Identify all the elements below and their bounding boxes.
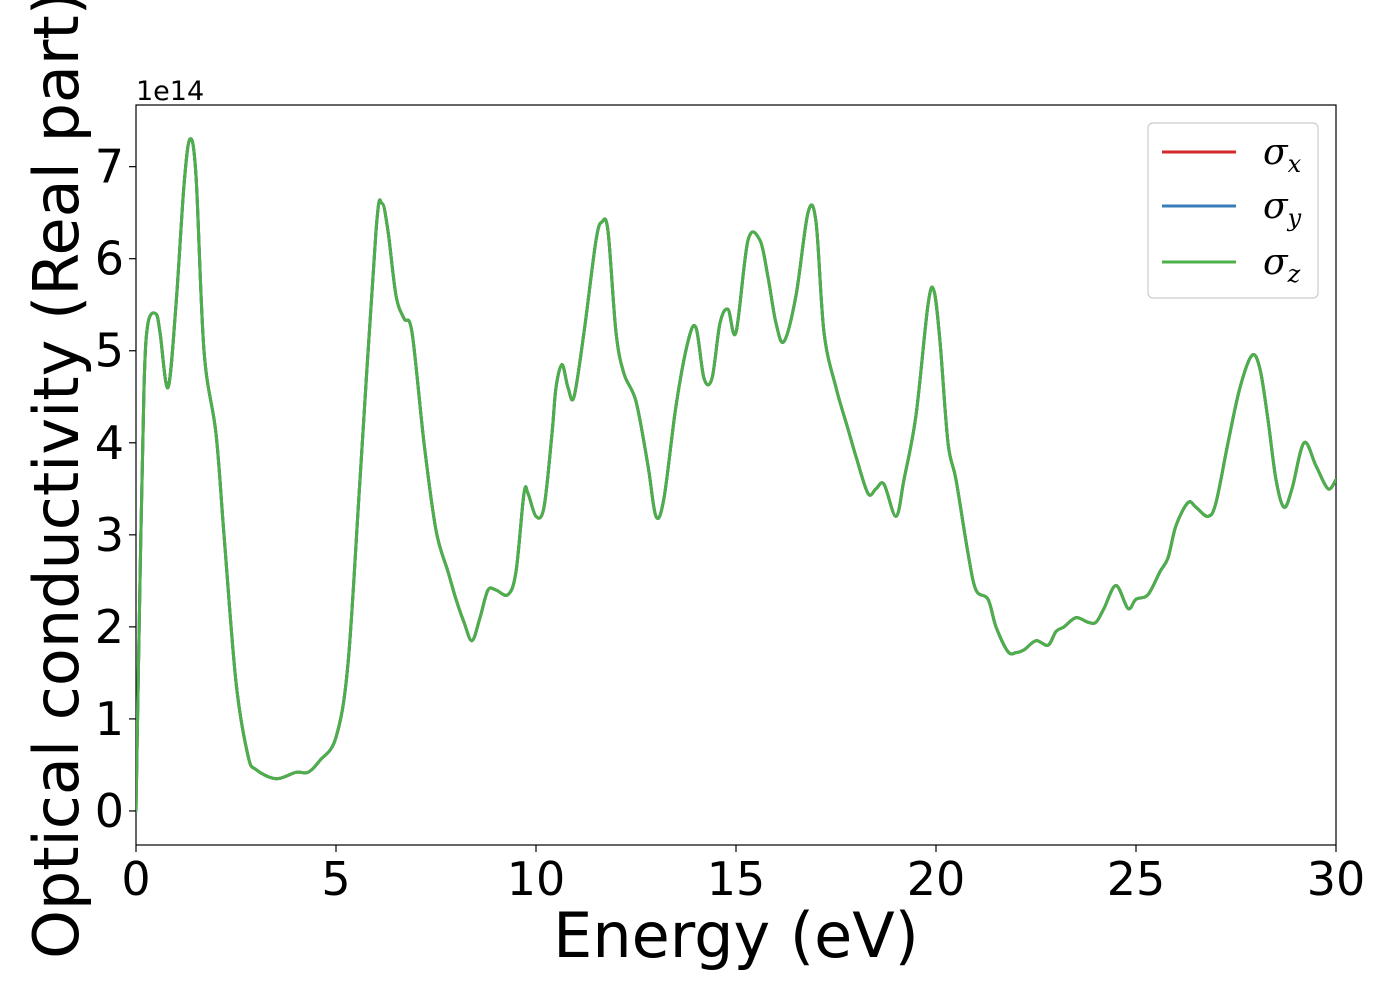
- y-tick-label: 6: [95, 232, 124, 286]
- y-tick-label: 4: [95, 416, 124, 470]
- legend: σx σy σz: [1147, 122, 1319, 299]
- legend-entries: σx σy σz: [1162, 132, 1302, 288]
- series-layer: [136, 137, 1336, 813]
- y-axis-label: Optical conductivity (Real part): [20, 0, 93, 959]
- y-tick-label: 1: [95, 692, 124, 746]
- series-line-σz: [136, 137, 1336, 813]
- x-tick-label: 30: [1307, 852, 1366, 906]
- y-tick-label: 7: [95, 140, 124, 194]
- y-tick-label: 5: [95, 324, 124, 378]
- x-tick-label: 0: [121, 852, 150, 906]
- y-tick-label: 2: [95, 600, 124, 654]
- x-tick-label: 15: [707, 852, 766, 906]
- x-axis-label: Energy (eV): [553, 899, 919, 972]
- y-tick-label: 3: [95, 508, 124, 562]
- x-tick-label: 10: [507, 852, 566, 906]
- ticks-layer: 0 5 10 15 20 25 30 0 1 2 3 4 5 6 7: [95, 140, 1366, 906]
- x-tick-label: 20: [907, 852, 966, 906]
- y-tick-label: 0: [95, 784, 124, 838]
- plot-area: [135, 104, 1337, 846]
- legend-label-x: σx: [1263, 132, 1302, 178]
- legend-label-z: σz: [1263, 242, 1301, 288]
- x-tick-label: 25: [1107, 852, 1166, 906]
- x-tick-label: 5: [321, 852, 350, 906]
- legend-box: [1147, 122, 1319, 299]
- y-offset-label: 1e14: [136, 76, 204, 107]
- legend-label-y: σy: [1263, 186, 1302, 232]
